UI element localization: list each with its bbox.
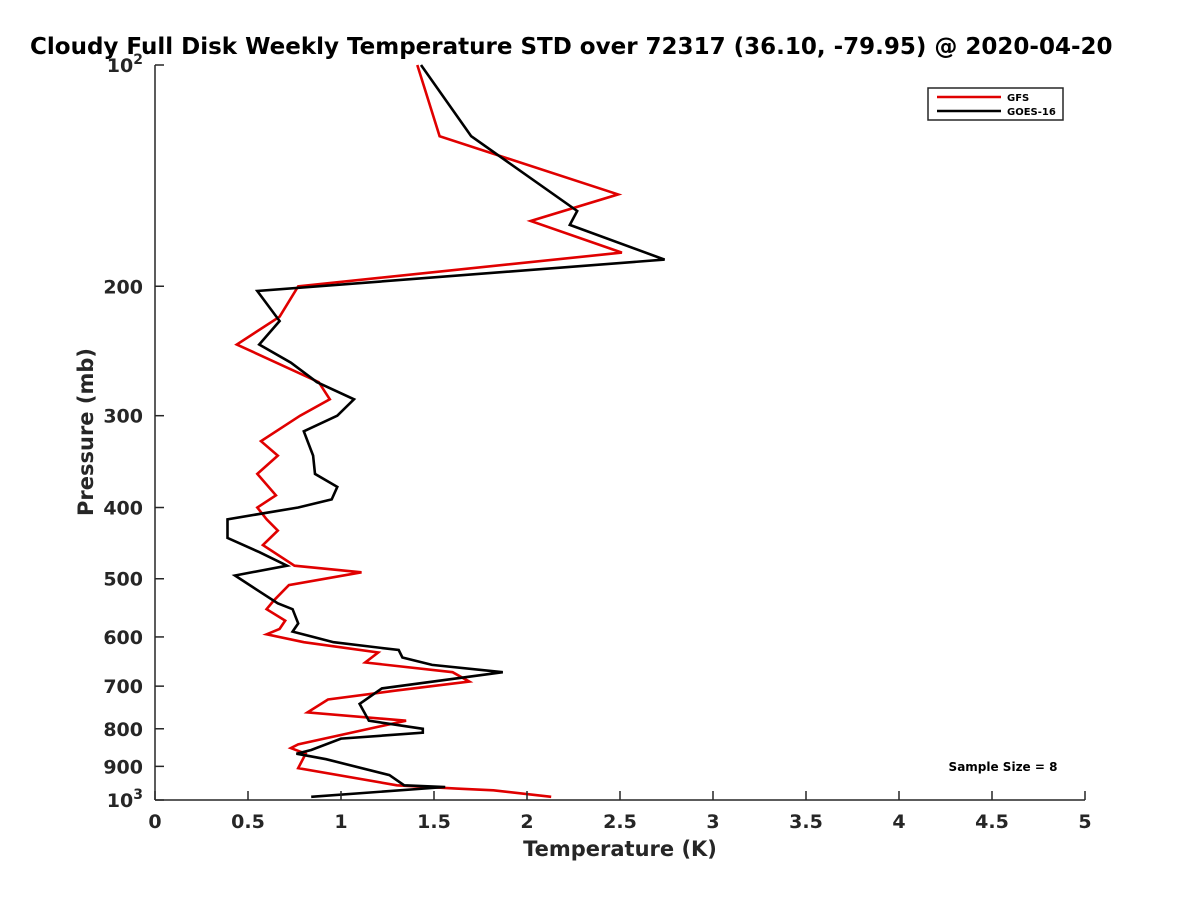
x-tick-label: 4 [892, 811, 905, 833]
y-tick-label: 600 [103, 627, 143, 649]
y-tick-label: 102 [107, 52, 143, 77]
y-tick-label: 500 [103, 569, 143, 591]
x-tick-label: 1.5 [417, 811, 451, 833]
x-axis-label: Temperature (K) [523, 837, 717, 861]
y-tick-label: 200 [103, 276, 143, 298]
chart-title: Cloudy Full Disk Weekly Temperature STD … [30, 34, 1113, 60]
legend-box [927, 87, 1064, 121]
series-line-gfs [234, 64, 623, 799]
legend-label: GOES-16 [1007, 107, 1056, 118]
legend-label: GFS [1007, 93, 1029, 104]
sample-size-annotation: Sample Size = 8 [949, 760, 1058, 774]
x-ticks: 0 0.5 1 1.5 2 2.5 3 3.5 4 4.5 5 [148, 791, 1092, 833]
legend-items: GFS GOES-16 [937, 93, 1056, 118]
y-tick-label: 103 [107, 787, 143, 812]
y-tick-label: 400 [103, 498, 143, 520]
y-tick-label: 800 [103, 719, 143, 741]
y-tick-label: 900 [103, 756, 143, 778]
x-tick-label: 4.5 [975, 811, 1009, 833]
x-tick-label: 3.5 [789, 811, 823, 833]
y-ticks: 102 200 300 400 500 600 700 800 900 103 [103, 52, 164, 812]
x-tick-label: 2.5 [603, 811, 637, 833]
x-tick-label: 1 [334, 811, 347, 833]
x-tick-label: 5 [1078, 811, 1091, 833]
y-axis-label: Pressure (mb) [74, 348, 98, 516]
series-line-goes-16 [226, 64, 666, 799]
series-layer [226, 64, 666, 799]
x-tick-label: 3 [706, 811, 719, 833]
x-tick-label: 0.5 [231, 811, 265, 833]
x-tick-label: 2 [520, 811, 533, 833]
axes-layer [154, 65, 1085, 801]
y-tick-label: 700 [103, 676, 143, 698]
y-tick-label: 300 [103, 406, 143, 428]
legend: GFS GOES-16 [927, 87, 1064, 121]
x-tick-label: 0 [148, 811, 161, 833]
